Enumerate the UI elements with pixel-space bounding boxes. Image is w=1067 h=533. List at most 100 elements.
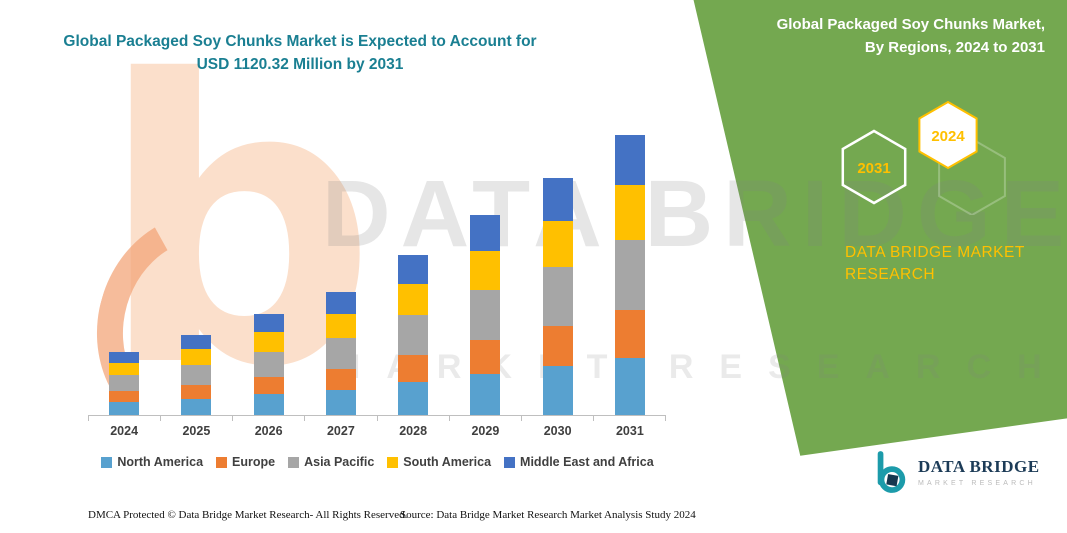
segment-2024-north-america	[109, 402, 140, 415]
segment-2027-middle-east-and-africa	[325, 292, 356, 314]
segment-2028-south-america	[398, 284, 429, 315]
axis-tick-2029	[448, 416, 521, 421]
bar-slot-2026	[233, 115, 305, 415]
segment-2029-asia-pacific	[470, 290, 501, 340]
year-hexagons: 2031 2024	[841, 100, 1006, 215]
stacked-bar-2028	[398, 255, 429, 415]
stacked-bar-2030	[542, 178, 573, 415]
legend-swatch-north-america	[101, 456, 113, 468]
x-axis-labels: 2024 2025 2026 2027 2028 2029 2030 2031	[88, 424, 666, 438]
chart-title: Global Packaged Soy Chunks Market is Exp…	[50, 30, 550, 77]
segment-2030-north-america	[542, 366, 573, 415]
logo-text-block: DATA BRIDGE MARKET RESEARCH	[918, 457, 1040, 487]
logo-wordmark: DATA BRIDGE	[918, 457, 1040, 476]
footer-dmca-text: DMCA Protected © Data Bridge Market Rese…	[88, 509, 408, 521]
legend-label-middle-east-and-africa: Middle East and Africa	[520, 455, 654, 469]
stacked-bar-2029	[470, 215, 501, 415]
bar-slot-2030	[522, 115, 594, 415]
legend-item-south-america: South America	[387, 455, 491, 469]
bar-slot-2027	[305, 115, 377, 415]
watermark-databridge-text: DATA BRIDGE	[322, 161, 1067, 267]
segment-2030-asia-pacific	[542, 267, 573, 326]
stacked-bar-2025	[181, 335, 212, 415]
segment-2031-south-america	[614, 185, 645, 240]
chart-title-line2: USD 1120.32 Million by 2031	[196, 56, 404, 74]
segment-2026-europe	[253, 377, 284, 394]
legend-item-europe: Europe	[216, 455, 275, 469]
legend-label-europe: Europe	[232, 455, 276, 469]
segment-2030-europe	[542, 326, 573, 366]
legend: North America Europe Asia Pacific South Ame…	[70, 455, 685, 469]
bar-slot-2031	[594, 115, 666, 415]
hexagon-2031	[841, 129, 907, 205]
chart-title-line1: Global Packaged Soy Chunks Market is Exp…	[63, 33, 537, 50]
segment-2024-europe	[109, 391, 140, 402]
segment-2028-europe	[398, 355, 429, 382]
panel-title-line2: By Regions, 2024 to 2031	[864, 39, 1045, 57]
plot-area	[88, 115, 666, 415]
segment-2029-middle-east-and-africa	[470, 215, 501, 251]
panel-brand-text: DATA BRIDGE MARKET RESEARCH	[845, 242, 1025, 287]
segment-2026-asia-pacific	[253, 352, 284, 377]
hexagon-2031-label: 2031	[857, 160, 890, 177]
x-axis-ticks	[88, 415, 666, 421]
segment-2026-south-america	[253, 332, 284, 352]
x-label-2029: 2029	[471, 424, 500, 438]
segment-2025-south-america	[181, 349, 212, 365]
axis-tick-2028	[376, 416, 449, 421]
segment-2025-middle-east-and-africa	[181, 335, 212, 349]
segment-2024-middle-east-and-africa	[109, 352, 140, 363]
data-bridge-logo-icon	[877, 451, 906, 493]
stacked-bar-2031	[614, 135, 645, 415]
panel-title: Global Packaged Soy Chunks Market, By Re…	[715, 13, 1045, 60]
segment-2027-europe	[325, 369, 356, 390]
segment-2028-asia-pacific	[398, 315, 429, 355]
legend-label-asia-pacific: Asia Pacific	[304, 455, 375, 469]
axis-tick-2027	[304, 416, 376, 421]
axis-tick-2030	[520, 416, 593, 421]
segment-2031-europe	[614, 310, 645, 358]
panel-title-line1: Global Packaged Soy Chunks Market,	[776, 16, 1045, 33]
segment-2027-south-america	[325, 314, 356, 338]
company-logo: DATA BRIDGE MARKET RESEARCH	[872, 450, 1040, 494]
x-label-2030: 2030	[543, 424, 572, 438]
legend-swatch-asia-pacific	[288, 456, 300, 468]
segment-2025-europe	[181, 385, 212, 399]
hexagon-2024	[918, 100, 978, 170]
segment-2029-europe	[470, 340, 501, 374]
watermark-marketresearch-text: MARKET RESEARCH	[332, 348, 1067, 386]
x-label-2026: 2026	[254, 424, 283, 438]
segment-2027-north-america	[325, 390, 356, 415]
segment-2029-north-america	[470, 374, 501, 415]
segment-2028-middle-east-and-africa	[398, 255, 429, 284]
segment-2027-asia-pacific	[325, 338, 356, 369]
segment-2026-middle-east-and-africa	[253, 314, 284, 332]
segment-2025-north-america	[181, 399, 212, 415]
segment-2030-south-america	[542, 221, 573, 267]
segment-2029-south-america	[470, 251, 501, 290]
stacked-bar-2024	[109, 352, 140, 415]
panel-brand-line2: RESEARCH	[845, 266, 936, 284]
legend-item-north-america: North America	[101, 455, 203, 469]
bar-slot-2025	[160, 115, 232, 415]
segment-2024-south-america	[109, 363, 140, 375]
legend-item-asia-pacific: Asia Pacific	[288, 455, 374, 469]
segment-2031-middle-east-and-africa	[614, 135, 645, 185]
legend-item-middle-east-and-africa: Middle East and Africa	[504, 455, 654, 469]
axis-tick-2031	[592, 416, 666, 421]
legend-label-north-america: North America	[117, 455, 204, 469]
bars-row	[88, 115, 666, 415]
segment-2031-north-america	[614, 358, 645, 415]
axis-tick-2025	[160, 416, 232, 421]
segment-2028-north-america	[398, 382, 429, 415]
x-label-2031: 2031	[615, 424, 644, 438]
stacked-bar-2026	[253, 314, 284, 415]
x-label-2027: 2027	[326, 424, 355, 438]
x-label-2028: 2028	[399, 424, 428, 438]
x-label-2024: 2024	[110, 424, 139, 438]
segment-2025-asia-pacific	[181, 365, 212, 385]
bar-slot-2028	[377, 115, 449, 415]
segment-2030-middle-east-and-africa	[542, 178, 573, 221]
stacked-bar-2027	[325, 292, 356, 415]
